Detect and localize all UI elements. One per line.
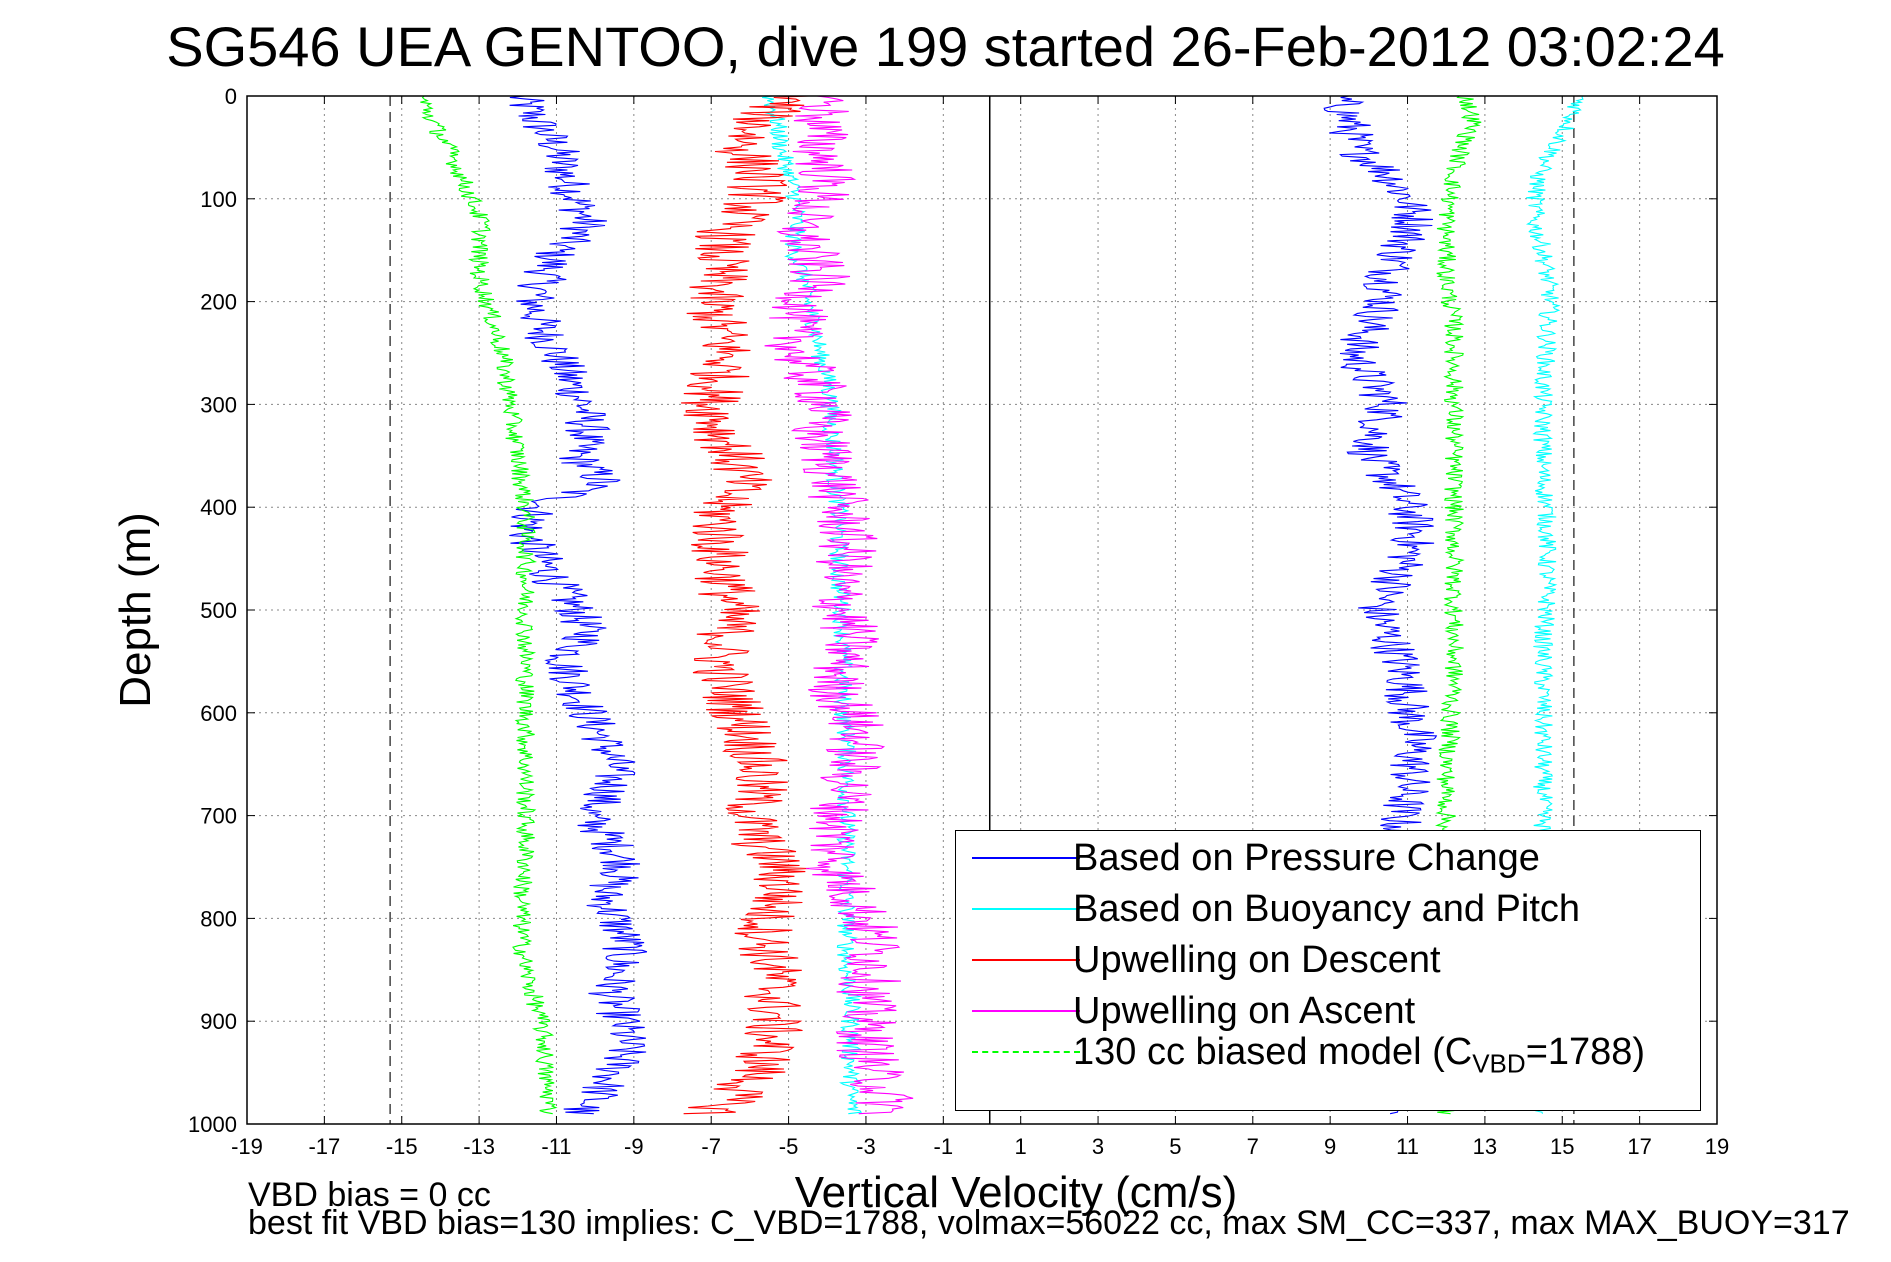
y-tick-label: 1000 — [188, 1112, 237, 1137]
x-tick-label: -9 — [624, 1134, 644, 1159]
x-tick-label: 19 — [1705, 1134, 1729, 1159]
chart-title: SG546 UEA GENTOO, dive 199 started 26-Fe… — [166, 15, 1725, 78]
legend-label-biased-model: 130 cc biased model (CVBD=1788) — [1073, 1031, 1645, 1080]
x-tick-label: -5 — [779, 1134, 799, 1159]
y-tick-label: 600 — [200, 701, 237, 726]
x-tick-label: 7 — [1247, 1134, 1259, 1159]
series-130-cc-biased-model-c-descent-line — [420, 95, 558, 1115]
x-tick-label: -13 — [463, 1134, 495, 1159]
best-fit-note: best fit VBD bias=130 implies: C_VBD=178… — [248, 1204, 1850, 1242]
legend-swatch-upwelling-ascent — [972, 1010, 1080, 1012]
y-tick-label: 100 — [200, 187, 237, 212]
axis-ticks: -19 -17 -15 -13 -11 -9 -7 -5 -3 -1 1 3 5 7 9 11 13 15 17 19… — [188, 84, 1729, 1159]
x-tick-label: -11 — [541, 1134, 571, 1159]
y-tick-label: 300 — [200, 392, 237, 417]
legend-label-biased-model-text: 130 cc biased model (C — [1073, 1031, 1473, 1073]
legend-label-pressure: Based on Pressure Change — [1073, 837, 1540, 879]
x-tick-label: 15 — [1550, 1134, 1574, 1159]
series-upwelling-on-ascent-line — [764, 95, 914, 1115]
legend-label-biased-model-suffix: =1788) — [1525, 1031, 1646, 1073]
series-based-on-pressure-change-descent-line — [509, 95, 648, 1115]
legend-swatch-upwelling-descent — [972, 959, 1080, 961]
legend-label-biased-model-sub: VBD — [1472, 1048, 1526, 1079]
x-tick-label: 3 — [1092, 1134, 1104, 1159]
series-upwelling-on-descent-line — [681, 95, 810, 1115]
x-tick-label: 5 — [1169, 1134, 1181, 1159]
legend-swatch-pressure — [972, 857, 1080, 859]
x-tick-label: 13 — [1473, 1134, 1497, 1159]
y-tick-label: 700 — [200, 804, 237, 829]
y-tick-label: 500 — [200, 598, 237, 623]
x-tick-label: -17 — [308, 1134, 340, 1159]
x-axis-label: Vertical Velocity (cm/s) — [794, 1168, 1238, 1217]
x-tick-label: 17 — [1627, 1134, 1651, 1159]
legend-swatch-biased-model — [972, 1051, 1080, 1053]
x-tick-label: -7 — [701, 1134, 721, 1159]
x-tick-label: -15 — [386, 1134, 418, 1159]
vbd-bias-note: VBD bias = 0 cc — [248, 1176, 491, 1214]
x-tick-label: 11 — [1396, 1134, 1419, 1159]
y-tick-label: 400 — [200, 495, 237, 520]
y-tick-label: 900 — [200, 1009, 237, 1034]
legend: Based on Pressure Change Based on Buoyan… — [955, 830, 1701, 1111]
legend-label-buoyancy: Based on Buoyancy and Pitch — [1073, 888, 1581, 930]
legend-label-upwelling-descent: Upwelling on Descent — [1073, 939, 1441, 981]
x-tick-label: 1 — [1015, 1134, 1027, 1159]
y-tick-label: 200 — [200, 290, 237, 315]
legend-swatch-buoyancy — [972, 908, 1080, 910]
y-tick-label: 0 — [225, 84, 237, 109]
x-tick-label: 9 — [1324, 1134, 1336, 1159]
x-tick-label: -1 — [934, 1134, 954, 1159]
x-tick-label: -19 — [231, 1134, 263, 1159]
legend-label-upwelling-ascent: Upwelling on Ascent — [1073, 990, 1416, 1032]
y-axis-label: Depth (m) — [111, 512, 160, 708]
y-tick-label: 800 — [200, 906, 237, 931]
series-based-on-buoyancy-and-pitch-descent-line — [762, 95, 863, 1115]
x-tick-label: -3 — [856, 1134, 876, 1159]
